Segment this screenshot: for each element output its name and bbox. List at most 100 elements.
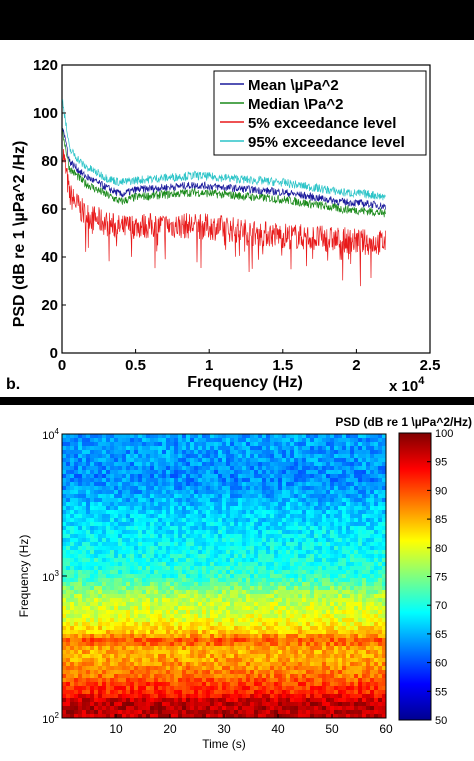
spectrogram-cell: [126, 462, 131, 467]
spectrogram-cell: [350, 642, 355, 647]
spectrogram-cell: [230, 506, 235, 511]
spectrogram-cell: [182, 590, 187, 595]
spectrogram-cell: [342, 662, 347, 667]
spectrogram-cell: [190, 622, 195, 627]
panel-label-b: b.: [6, 376, 20, 393]
spectrogram-cell: [230, 542, 235, 547]
spectrogram-cell: [154, 574, 159, 579]
spectrogram-cell: [310, 658, 315, 663]
spectrogram-cell: [282, 538, 287, 543]
spectrogram-cell: [178, 674, 183, 679]
spectrogram-cell: [98, 466, 103, 471]
spectrogram-cell: [206, 466, 211, 471]
spectrogram-cell: [186, 570, 191, 575]
spectrogram-cell: [294, 598, 299, 603]
spectrogram-cell: [174, 530, 179, 535]
spectrogram-cell: [78, 658, 83, 663]
spectrogram-cell: [182, 562, 187, 567]
spectrogram-cell: [290, 546, 295, 551]
spectrogram-cell: [362, 454, 367, 459]
spectrogram-cell: [302, 618, 307, 623]
spectrogram-cell: [318, 634, 323, 639]
spectrogram-cell: [222, 618, 227, 623]
spectrogram-cell: [254, 626, 259, 631]
spectrogram-cell: [78, 498, 83, 503]
spectrogram-cell: [298, 666, 303, 671]
spectrogram-cell: [102, 538, 107, 543]
spectrogram-cell: [254, 482, 259, 487]
spectrogram-cell: [222, 610, 227, 615]
spectrogram-cell: [374, 450, 379, 455]
spectrogram-cell: [190, 646, 195, 651]
spectrogram-cell: [382, 634, 387, 639]
spectrogram-cell: [194, 646, 199, 651]
spectrogram-cell: [218, 618, 223, 623]
spectrogram-cell: [378, 542, 383, 547]
spectrogram-cell: [366, 446, 371, 451]
spectrogram-cell: [158, 670, 163, 675]
spectrogram-cell: [250, 434, 255, 439]
spectrogram-cell: [74, 626, 79, 631]
spectrogram-cell: [62, 646, 67, 651]
spectrogram-cell: [130, 494, 135, 499]
spectrogram-cell: [194, 466, 199, 471]
spectrogram-cell: [234, 610, 239, 615]
spectrogram-cell: [338, 622, 343, 627]
spectrogram-cell: [194, 478, 199, 483]
spectrogram-cell: [370, 622, 375, 627]
spectrogram-cell: [362, 606, 367, 611]
spectrogram-cell: [186, 658, 191, 663]
spectrogram-cell: [150, 606, 155, 611]
spectrogram-cell: [342, 482, 347, 487]
spectrogram-cell: [262, 466, 267, 471]
spectrogram-cell: [186, 494, 191, 499]
spectrogram-cell: [202, 478, 207, 483]
spectrogram-cell: [146, 462, 151, 467]
spectrogram-cell: [246, 674, 251, 679]
spectrogram-cell: [334, 462, 339, 467]
spectrogram-cell: [262, 634, 267, 639]
spectrogram-cell: [254, 658, 259, 663]
spectrogram-cell: [114, 458, 119, 463]
spectrogram-cell: [346, 654, 351, 659]
spectrogram-cell: [114, 482, 119, 487]
spectrogram-cell: [186, 646, 191, 651]
spectrogram-cell: [174, 442, 179, 447]
spectrogram-cell: [354, 630, 359, 635]
spectrogram-cell: [266, 598, 271, 603]
spectrogram-cell: [382, 662, 387, 667]
spectrogram-cell: [274, 638, 279, 643]
spectrogram-cell: [346, 558, 351, 563]
spectrogram-cell: [250, 602, 255, 607]
spectrogram-cell: [366, 502, 371, 507]
spectrogram-cell: [210, 450, 215, 455]
spectrogram-cell: [62, 582, 67, 587]
spectrogram-cell: [262, 458, 267, 463]
spectrogram-cell: [286, 486, 291, 491]
spectrogram-cell: [142, 594, 147, 599]
spectrogram-cell: [114, 538, 119, 543]
spectrogram-cell: [374, 674, 379, 679]
spectrogram-cell: [102, 586, 107, 591]
spectrogram-cell: [70, 522, 75, 527]
spectrogram-cell: [134, 618, 139, 623]
spectrogram-cell: [214, 442, 219, 447]
spectrogram-cell: [114, 446, 119, 451]
spectrogram-cell: [186, 626, 191, 631]
spectrogram-cell: [286, 622, 291, 627]
spectrogram-cell: [94, 466, 99, 471]
spectrogram-cell: [258, 614, 263, 619]
spectrogram-cell: [222, 490, 227, 495]
spectrogram-cell: [162, 674, 167, 679]
spectrogram-cell: [194, 558, 199, 563]
spectrogram-cell: [150, 638, 155, 643]
spectrogram-cell: [146, 562, 151, 567]
spectrogram-cell: [170, 494, 175, 499]
spectrogram-cell: [150, 622, 155, 627]
spectrogram-cell: [170, 474, 175, 479]
spectrogram-cell: [286, 642, 291, 647]
spectrogram-cell: [254, 530, 259, 535]
spectrogram-cell: [134, 622, 139, 627]
spectrogram-cell: [370, 498, 375, 503]
spectrogram-cell: [182, 506, 187, 511]
